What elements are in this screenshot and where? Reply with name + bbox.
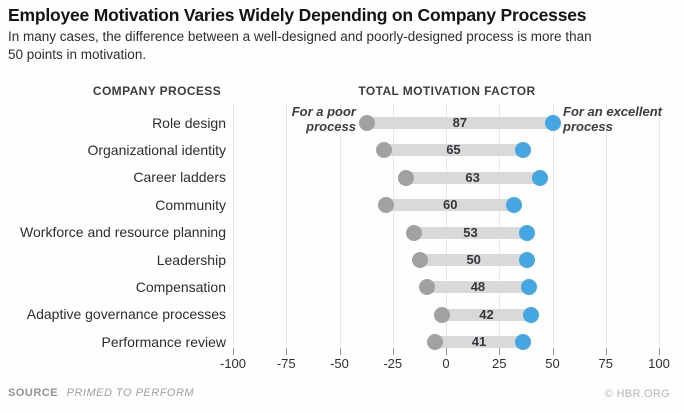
x-axis-tick	[392, 348, 394, 355]
poor-process-dot	[418, 279, 435, 296]
chart-subtitle: In many cases, the difference between a …	[8, 29, 592, 62]
category-label: Organizational identity	[87, 141, 226, 158]
poor-process-dot	[406, 224, 423, 241]
x-gridline	[233, 104, 234, 346]
x-gridline	[286, 104, 288, 346]
column-header-total-motivation-factor: TOTAL MOTIVATION FACTOR	[358, 84, 536, 98]
excellent-process-dot	[518, 224, 535, 241]
x-axis-tick	[605, 348, 607, 355]
column-header-company-process: COMPANY PROCESS	[92, 84, 222, 98]
dumbbell-bar	[384, 144, 523, 157]
x-axis-tick	[446, 348, 447, 355]
dumbbell-bar	[405, 171, 540, 184]
source-row: SOURCE PRIMED TO PERFORM	[8, 387, 194, 399]
x-axis-tick-label: 75	[598, 356, 613, 371]
annotation-excellent-process: For an excellent process	[563, 104, 662, 134]
x-axis-tick	[339, 348, 341, 355]
poor-process-dot	[433, 306, 450, 323]
category-label: Role design	[152, 114, 226, 131]
bar-value-label: 42	[479, 306, 494, 322]
x-gridline	[659, 104, 660, 346]
x-axis-tick-label: -100	[219, 356, 247, 371]
bar-value-label: 48	[470, 279, 486, 295]
excellent-process-dot	[514, 334, 531, 351]
poor-process-dot	[378, 197, 395, 214]
bar-value-label: 65	[446, 142, 461, 158]
x-gridline	[446, 104, 447, 346]
dumbbell-bar	[414, 226, 527, 239]
x-gridline	[605, 104, 607, 346]
poor-process-dot	[397, 169, 414, 186]
dumbbell-bar	[367, 117, 553, 129]
x-axis-tick-label: 0	[442, 356, 450, 371]
category-label: Performance review	[101, 333, 227, 350]
poor-process-dot	[412, 252, 429, 268]
dumbbell-bar	[435, 336, 523, 349]
excellent-process-dot	[523, 306, 540, 323]
bar-value-label: 60	[443, 197, 458, 213]
x-axis-tick	[233, 348, 234, 355]
category-label: Leadership	[156, 251, 226, 268]
x-axis-tick-label: -25	[383, 356, 403, 371]
x-axis-tick	[286, 348, 288, 355]
x-gridline	[552, 104, 554, 346]
poor-process-dot	[376, 142, 393, 159]
excellent-process-dot	[514, 142, 531, 159]
x-axis-tick-label: 25	[492, 356, 507, 371]
x-axis-tick-label: 50	[545, 356, 560, 371]
x-axis-tick-label: 100	[648, 356, 670, 371]
annotation-poor-process: For a poor process	[291, 104, 356, 134]
excellent-process-dot	[531, 169, 548, 186]
bar-value-label: 87	[452, 115, 468, 130]
x-gridline	[339, 104, 341, 346]
excellent-process-dot	[506, 197, 523, 214]
poor-process-dot	[359, 115, 376, 131]
dumbbell-bar	[420, 254, 527, 266]
category-label: Compensation	[135, 278, 226, 295]
category-label: Community	[155, 196, 226, 213]
x-axis-tick	[552, 348, 554, 355]
excellent-process-dot	[521, 279, 538, 296]
category-label: Workforce and resource planning	[20, 224, 226, 241]
excellent-process-dot	[518, 252, 535, 268]
poor-process-dot	[427, 334, 444, 351]
bar-value-label: 53	[463, 224, 478, 240]
chart-title: Employee Motivation Varies Widely Depend…	[8, 5, 587, 25]
x-gridline	[392, 104, 394, 346]
x-gridline	[499, 104, 501, 346]
source-name: PRIMED TO PERFORM	[66, 387, 195, 399]
source-label: SOURCE	[8, 387, 59, 399]
dumbbell-bar	[441, 308, 532, 321]
hbr-credit: © HBR.ORG	[604, 388, 670, 400]
excellent-process-dot	[544, 115, 561, 131]
x-axis-tick	[499, 348, 501, 355]
bar-value-label: 50	[466, 252, 481, 267]
category-label: Adaptive governance processes	[26, 306, 226, 323]
x-axis-tick-label: -50	[330, 356, 349, 371]
bar-value-label: 63	[465, 169, 480, 185]
bar-value-label: 41	[471, 334, 487, 350]
x-axis-tick	[659, 348, 660, 355]
category-label: Career ladders	[133, 169, 226, 186]
dumbbell-bar	[426, 281, 530, 294]
x-axis-tick-label: -75	[276, 356, 296, 371]
dumbbell-bar	[386, 199, 515, 212]
